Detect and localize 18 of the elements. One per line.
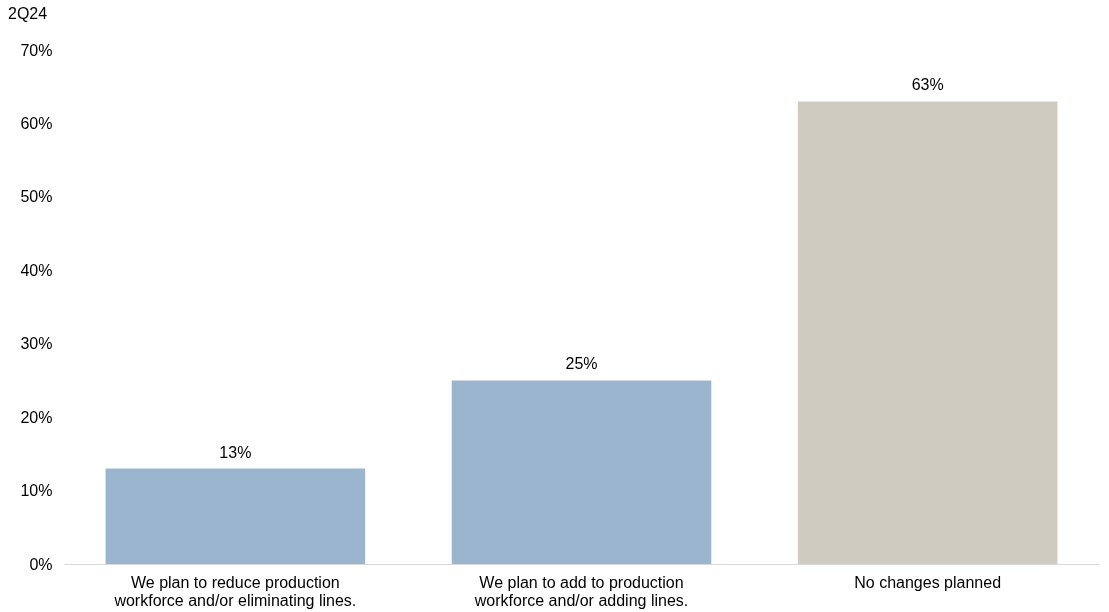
y-tick-label: 70% (20, 41, 53, 59)
y-tick-label: 0% (29, 555, 53, 573)
y-tick-label: 40% (20, 261, 53, 279)
x-tick-label: No changes planned (854, 573, 1002, 591)
y-tick-label: 20% (20, 408, 53, 426)
chart-title: 2Q24 (8, 5, 48, 22)
data-label: 63% (911, 76, 944, 94)
bar (105, 468, 366, 564)
data-label: 25% (565, 355, 598, 373)
y-tick-label: 60% (20, 114, 53, 132)
bar (797, 101, 1058, 564)
y-tick-label: 50% (20, 188, 53, 206)
y-tick-label: 30% (20, 335, 53, 353)
data-label: 13% (219, 443, 252, 461)
bar (451, 380, 712, 564)
x-tick-label: We plan to add to production workforce and/or adding lines. (473, 573, 689, 609)
y-tick-label: 10% (20, 482, 53, 500)
x-tick-label: We plan to reduce production workforce and/or eliminating lines. (113, 573, 357, 609)
